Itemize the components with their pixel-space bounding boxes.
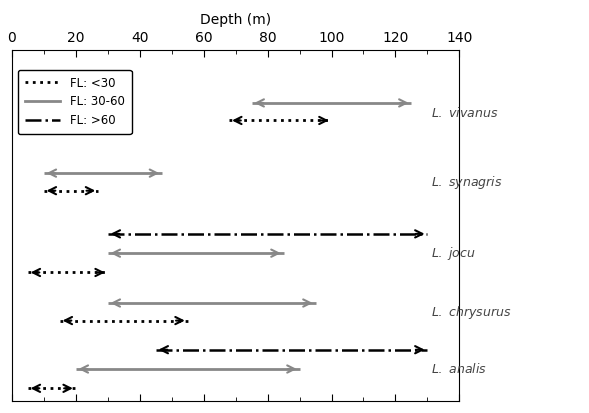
Text: $\it{L.\ chrysurus}$: $\it{L.\ chrysurus}$	[431, 304, 511, 321]
Legend: FL: <30, FL: 30-60, FL: >60: FL: <30, FL: 30-60, FL: >60	[18, 69, 131, 135]
Text: $\it{L.\ synagris}$: $\it{L.\ synagris}$	[431, 174, 502, 192]
Text: $\it{L.\ analis}$: $\it{L.\ analis}$	[431, 362, 487, 376]
Text: $\it{L.\ vivanus}$: $\it{L.\ vivanus}$	[431, 106, 498, 120]
Text: $\it{L.\ jocu}$: $\it{L.\ jocu}$	[431, 244, 475, 262]
X-axis label: Depth (m): Depth (m)	[200, 13, 271, 27]
